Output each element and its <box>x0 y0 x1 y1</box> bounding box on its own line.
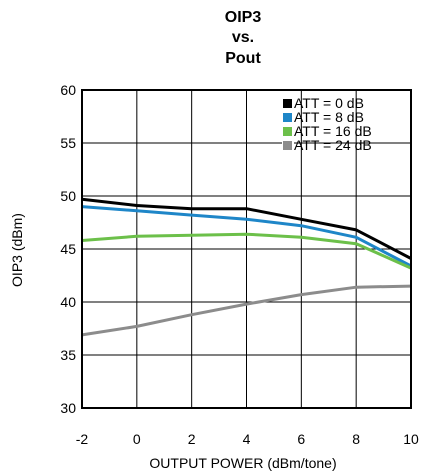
x-tick-label: 8 <box>352 431 360 447</box>
legend-label-3: ATT = 16 dB <box>294 123 372 139</box>
x-tick-label: 4 <box>243 431 251 447</box>
x-tick-label: 10 <box>403 431 419 447</box>
x-tick-label: 2 <box>188 431 196 447</box>
y-tick-label: 50 <box>60 188 76 204</box>
plot-area-frame <box>81 89 412 409</box>
chart-title-line-3: Pout <box>225 50 261 67</box>
x-tick-labels: -2 0 2 4 6 8 10 <box>76 431 419 447</box>
x-tick-label: -2 <box>76 431 89 447</box>
x-tick-label: 0 <box>133 431 141 447</box>
legend-swatch-3 <box>283 127 292 136</box>
y-tick-label: 40 <box>60 294 76 310</box>
y-tick-label: 60 <box>60 82 76 98</box>
y-tick-label: 35 <box>60 347 76 363</box>
chart-title-line-2: vs. <box>232 29 254 46</box>
series-line-4 <box>81 284 412 337</box>
y-tick-label: 55 <box>60 135 76 151</box>
chart-title-line-1: OIP3 <box>225 9 262 26</box>
series-line-1 <box>81 197 412 260</box>
legend-label-2: ATT = 8 dB <box>294 109 364 125</box>
legend-label-1: ATT = 0 dB <box>294 95 364 111</box>
y-tick-label: 30 <box>60 400 76 416</box>
series-lines <box>81 197 412 337</box>
x-tick-label: 6 <box>297 431 305 447</box>
series-line-2 <box>81 205 412 268</box>
y-tick-label: 45 <box>60 241 76 257</box>
legend-label-4: ATT = 24 dB <box>294 137 372 153</box>
legend-swatch-1 <box>283 99 292 108</box>
y-axis-label: OIP3 (dBm) <box>9 213 25 287</box>
legend-swatch-2 <box>283 113 292 122</box>
x-axis-label: OUTPUT POWER (dBm/tone) <box>149 455 336 471</box>
y-tick-labels: 30 35 40 45 50 55 60 <box>60 82 76 416</box>
chart-title: OIP3 vs. Pout <box>225 9 262 67</box>
legend-swatch-4 <box>283 141 292 150</box>
series-line-3 <box>81 232 412 270</box>
